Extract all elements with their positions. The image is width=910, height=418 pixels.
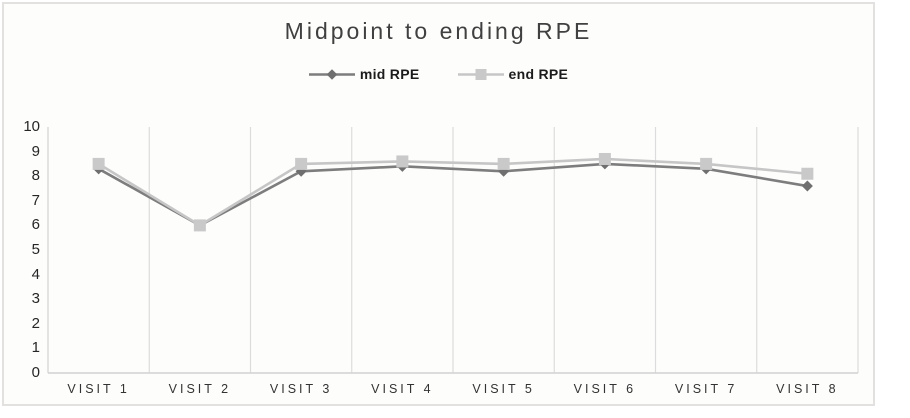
- legend-label-mid-rpe: mid RPE: [359, 66, 420, 82]
- data-point-end-rpe[interactable]: [801, 167, 814, 180]
- legend-label-end-rpe: end RPE: [508, 66, 569, 82]
- square-marker-icon: [457, 68, 504, 80]
- data-point-end-rpe[interactable]: [598, 152, 611, 165]
- data-point-end-rpe[interactable]: [92, 157, 105, 170]
- data-point-mid-rpe[interactable]: [801, 180, 813, 192]
- data-point-end-rpe[interactable]: [700, 157, 713, 170]
- plot-area: [47, 127, 859, 374]
- legend: mid RPE end RPE: [4, 66, 873, 82]
- legend-item-end-rpe[interactable]: end RPE: [457, 66, 569, 82]
- diamond-marker-icon: [308, 68, 355, 80]
- end-rpe-line: [97, 157, 808, 227]
- data-point-end-rpe[interactable]: [396, 155, 409, 168]
- data-point-end-rpe[interactable]: [193, 219, 206, 232]
- legend-item-mid-rpe[interactable]: mid RPE: [308, 66, 420, 82]
- chart-frame: Midpoint to ending RPE mid RPE end RPE 0…: [2, 2, 875, 406]
- data-point-end-rpe[interactable]: [295, 157, 308, 170]
- chart-title: Midpoint to ending RPE: [284, 18, 593, 44]
- data-point-end-rpe[interactable]: [497, 157, 510, 170]
